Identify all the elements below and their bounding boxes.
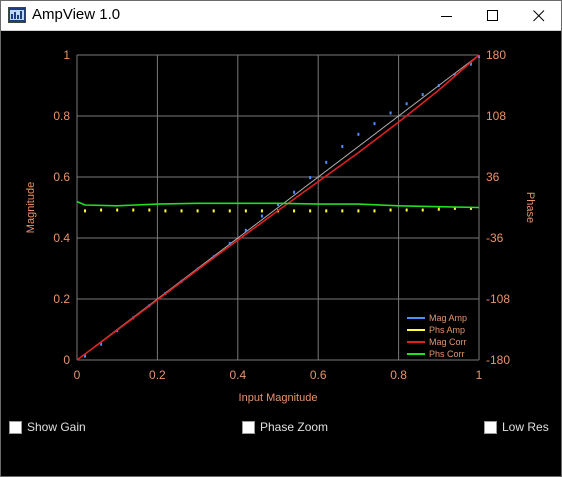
close-icon <box>533 10 545 22</box>
mag-amp-point <box>405 102 408 106</box>
y2-tick-label: 180 <box>486 48 506 62</box>
y-tick-label: 0.6 <box>53 170 70 184</box>
phs-amp-point <box>164 209 167 213</box>
mag-amp-point <box>357 132 360 136</box>
show-gain-label: Show Gain <box>27 420 86 434</box>
x-tick-label: 0 <box>74 368 81 382</box>
y-tick-label: 0 <box>63 353 70 367</box>
show-gain-checkbox[interactable]: Show Gain <box>9 420 86 434</box>
mag-corr-line <box>76 54 480 361</box>
x-tick-label: 0.4 <box>229 368 246 382</box>
phs-amp-point <box>132 208 135 212</box>
phs-amp-point <box>341 209 344 213</box>
legend-label: Phs Corr <box>429 349 465 359</box>
phs-amp-point <box>373 209 376 213</box>
close-button[interactable] <box>516 0 562 31</box>
y-tick-label: 1 <box>63 48 70 62</box>
mag-amp-point <box>478 55 480 59</box>
phs-amp-point <box>293 209 296 213</box>
y-tick-label: 0.4 <box>53 231 70 245</box>
low-res-label: Low Res <box>502 420 549 434</box>
y2-axis-label: Phase <box>524 192 536 223</box>
x-axis-label: Input Magnitude <box>239 392 318 404</box>
phs-amp-point <box>389 208 392 212</box>
x-tick-label: 1 <box>476 368 483 382</box>
y2-tick-label: 108 <box>486 109 506 123</box>
minimize-icon <box>441 16 452 17</box>
mag-amp-point <box>469 62 472 66</box>
legend-label: Phs Amp <box>429 325 465 335</box>
phs-corr-line <box>76 200 480 209</box>
low-res-box[interactable] <box>484 420 497 434</box>
maximize-icon <box>487 10 498 21</box>
title-bar: AmpView 1.0 <box>0 0 562 31</box>
y-axis-label: Magnitude <box>25 182 37 233</box>
phs-amp-point <box>148 208 151 212</box>
mag-amp-point <box>277 202 279 206</box>
mag-amp-point <box>373 122 376 126</box>
mag-amp-point <box>421 93 424 97</box>
phs-amp-point <box>180 209 183 213</box>
mag-amp-point <box>260 214 263 218</box>
minimize-button[interactable] <box>424 0 470 31</box>
phs-amp-point <box>325 209 328 213</box>
y2-tick-label: -36 <box>486 231 504 245</box>
phs-amp-point <box>469 206 472 210</box>
y-tick-label: 0.8 <box>53 109 70 123</box>
x-tick-label: 0.6 <box>310 368 327 382</box>
mag-amp-point <box>293 190 296 194</box>
legend-label: Mag Corr <box>429 337 467 347</box>
mag-amp-point <box>84 354 87 358</box>
phs-amp-point <box>405 208 408 212</box>
x-tick-label: 0.2 <box>149 368 166 382</box>
legend-label: Mag Amp <box>429 313 467 323</box>
phs-amp-point <box>228 209 231 213</box>
show-gain-box[interactable] <box>9 420 22 434</box>
mag-amp-point <box>244 228 247 232</box>
phs-amp-point <box>309 209 312 213</box>
app-icon <box>8 7 26 23</box>
mag-amp-point <box>228 241 231 245</box>
phs-amp-point <box>244 209 247 213</box>
phs-amp-point <box>260 209 263 213</box>
mag-amp-point <box>309 176 312 180</box>
phase-zoom-box[interactable] <box>242 420 255 434</box>
y2-tick-label: 36 <box>486 170 500 184</box>
phs-amp-point <box>453 206 456 210</box>
phase-zoom-checkbox[interactable]: Phase Zoom <box>242 420 328 434</box>
phs-amp-point <box>212 209 215 213</box>
amp-chart: 0 0.2 0.4 0.6 0.8 100.20.40.60.81-180-108-363… <box>25 48 536 404</box>
x-tick-label: 0.8 <box>390 368 407 382</box>
mag-amp-point <box>437 84 440 87</box>
phs-amp-point <box>357 209 360 213</box>
phs-amp-point <box>196 209 199 213</box>
phs-amp-point <box>421 208 424 212</box>
y2-tick-label: -180 <box>486 353 510 367</box>
maximize-button[interactable] <box>470 0 516 31</box>
mag-amp-point <box>325 160 328 164</box>
mag-amp-point <box>341 145 344 148</box>
low-res-checkbox[interactable]: Low Res <box>484 420 549 434</box>
window-title: AmpView 1.0 <box>32 6 121 23</box>
mag-amp-point <box>389 111 392 115</box>
phs-amp-point <box>100 208 103 212</box>
chart-area: 0 0.2 0.4 0.6 0.8 1 0 0.2 0.4 0.6 0.8 1 -180 -108 -36 3… <box>0 31 562 477</box>
y-tick-label: 0.2 <box>53 292 70 306</box>
phs-amp-point <box>84 209 87 213</box>
y2-tick-label: -108 <box>486 292 510 306</box>
mag-amp-point <box>453 73 456 77</box>
phs-amp-point <box>437 207 440 211</box>
phs-amp-point <box>116 208 119 212</box>
phase-zoom-label: Phase Zoom <box>260 420 329 434</box>
mag-amp-point <box>100 342 103 346</box>
